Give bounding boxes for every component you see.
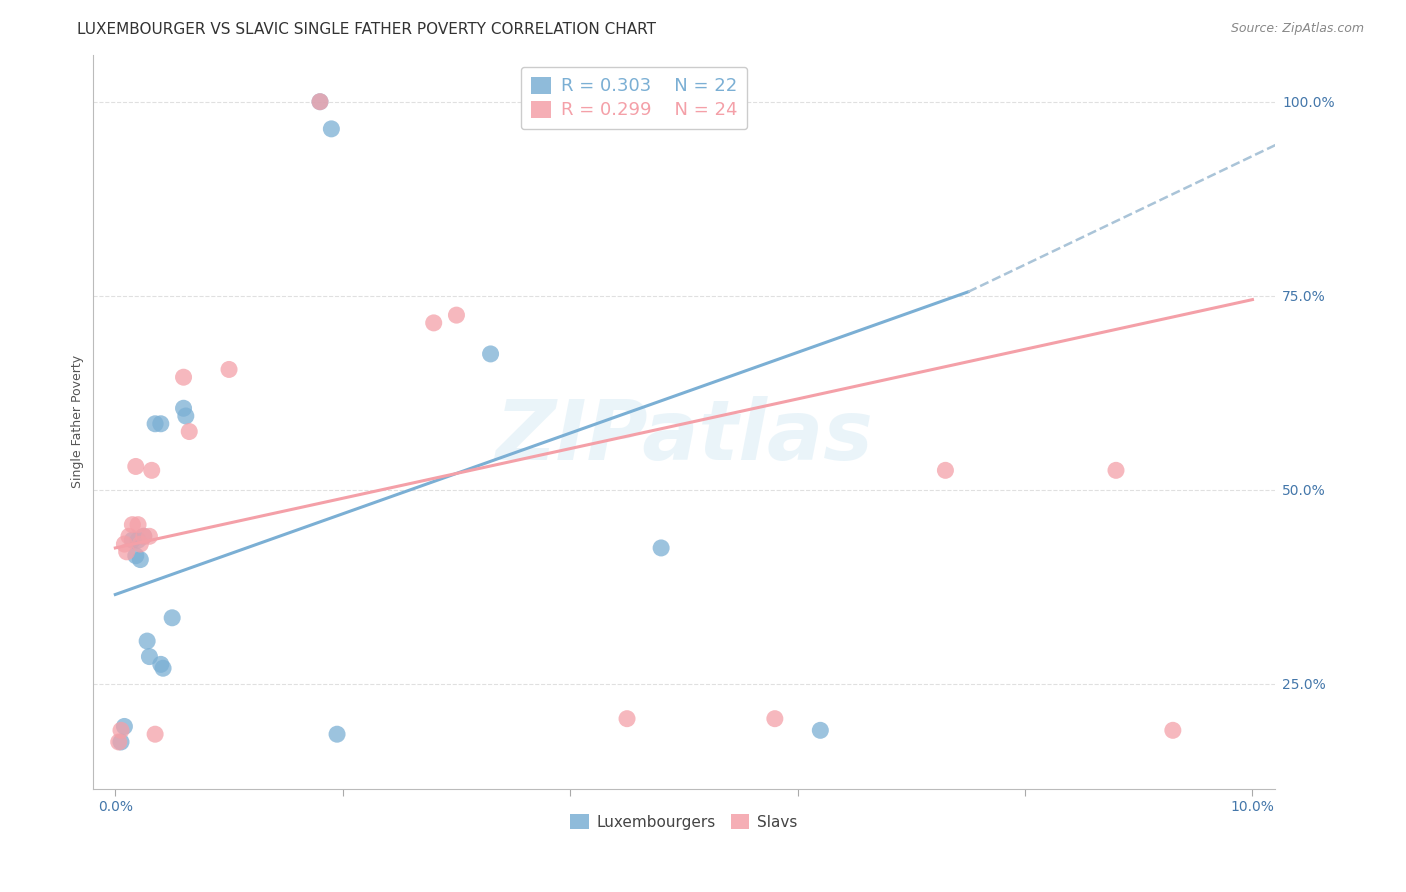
Point	[763, 712, 786, 726]
Point	[143, 727, 166, 741]
Point	[129, 552, 152, 566]
Point	[650, 541, 672, 555]
Point	[173, 401, 195, 416]
Text: Source: ZipAtlas.com: Source: ZipAtlas.com	[1230, 22, 1364, 36]
Point	[127, 517, 149, 532]
Point	[808, 723, 831, 738]
Point	[149, 417, 172, 431]
Point	[173, 370, 195, 384]
Text: LUXEMBOURGER VS SLAVIC SINGLE FATHER POVERTY CORRELATION CHART: LUXEMBOURGER VS SLAVIC SINGLE FATHER POV…	[77, 22, 657, 37]
Legend: Luxembourgers, Slavs: Luxembourgers, Slavs	[564, 807, 803, 836]
Point	[110, 735, 132, 749]
Point	[136, 634, 159, 648]
Point	[121, 533, 143, 548]
Point	[446, 308, 468, 322]
Point	[127, 533, 149, 548]
Point	[132, 529, 155, 543]
Point	[125, 459, 148, 474]
Point	[110, 723, 132, 738]
Point	[112, 719, 135, 733]
Point	[160, 611, 183, 625]
Point	[107, 735, 129, 749]
Point	[152, 661, 174, 675]
Point	[309, 95, 332, 109]
Point	[143, 417, 166, 431]
Point	[174, 409, 197, 423]
Point	[321, 121, 343, 136]
Point	[112, 537, 135, 551]
Point	[309, 95, 332, 109]
Point	[934, 463, 956, 477]
Point	[479, 347, 502, 361]
Point	[179, 425, 201, 439]
Point	[129, 537, 152, 551]
Text: ZIPatlas: ZIPatlas	[495, 396, 873, 477]
Point	[141, 463, 163, 477]
Point	[218, 362, 240, 376]
Point	[326, 727, 349, 741]
Point	[121, 517, 143, 532]
Point	[125, 549, 148, 563]
Point	[149, 657, 172, 672]
Point	[132, 529, 155, 543]
Point	[115, 545, 138, 559]
Point	[616, 712, 638, 726]
Point	[1161, 723, 1184, 738]
Point	[138, 649, 160, 664]
Y-axis label: Single Father Poverty: Single Father Poverty	[72, 355, 84, 489]
Point	[138, 529, 160, 543]
Point	[118, 529, 141, 543]
Point	[422, 316, 444, 330]
Point	[1105, 463, 1128, 477]
